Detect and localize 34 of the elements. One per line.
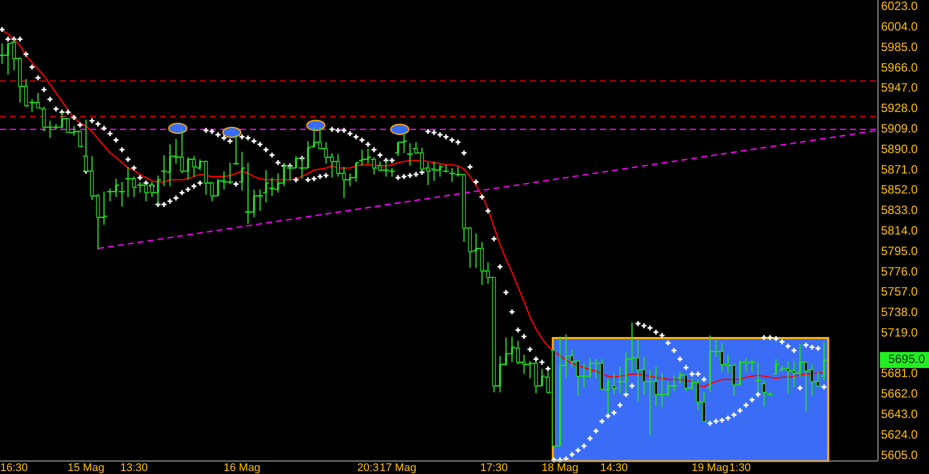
y-tick-label: 5928.0 bbox=[881, 101, 918, 116]
y-tick-label: 5871.0 bbox=[881, 162, 918, 176]
y-tick-label: 5909.0 bbox=[881, 122, 918, 136]
x-tick-label: 15 Mag bbox=[68, 462, 104, 474]
y-tick-label: 5966.0 bbox=[881, 60, 918, 74]
y-tick-label: 5738.0 bbox=[881, 305, 918, 320]
y-tick-label: 5947.0 bbox=[881, 80, 918, 95]
y-tick-label: 5681.0 bbox=[881, 366, 918, 380]
x-tick-label: 20:3 bbox=[357, 462, 379, 474]
x-tick-label: 17:30 bbox=[480, 462, 508, 474]
y-tick-label: 5719.0 bbox=[881, 325, 918, 340]
x-tick-label: 1:30 bbox=[729, 462, 751, 474]
y-tick-label: 5852.0 bbox=[881, 182, 918, 197]
x-tick-label: 18 Mag bbox=[542, 462, 578, 474]
y-tick-label: 5605.0 bbox=[881, 448, 918, 462]
y-tick-label: 5624.0 bbox=[881, 427, 918, 442]
text: 5695.0 bbox=[888, 352, 926, 366]
y-tick-label: 6023.0 bbox=[881, 0, 918, 14]
y-tick-label: 5795.0 bbox=[881, 244, 918, 258]
x-tick-label: 16 Mag bbox=[224, 462, 260, 474]
y-tick-label: 5890.0 bbox=[881, 142, 918, 156]
x-tick-label: 14:30 bbox=[600, 462, 628, 474]
y-tick-label: 5814.0 bbox=[881, 223, 918, 238]
y-tick-label: 5643.0 bbox=[881, 407, 918, 422]
y-tick-label: 5662.0 bbox=[881, 386, 918, 401]
x-tick-label: 19 Mag bbox=[692, 462, 728, 474]
y-tick-label: 5776.0 bbox=[881, 264, 918, 278]
y-tick-label: 5985.0 bbox=[881, 40, 918, 54]
x-tick-label: 13:30 bbox=[120, 462, 148, 474]
x-tick-label: 17 Mag bbox=[380, 462, 416, 474]
y-tick-label: 5757.0 bbox=[881, 284, 918, 299]
x-tick-label: 16:30 bbox=[0, 462, 28, 474]
y-tick-label: 6004.0 bbox=[881, 20, 918, 34]
y-tick-label: 5833.0 bbox=[881, 203, 918, 218]
